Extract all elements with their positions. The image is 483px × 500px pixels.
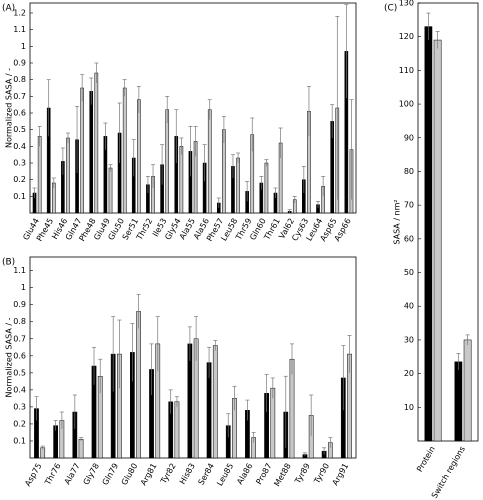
y-tick-label: 0.3 (13, 402, 26, 411)
plot-frame (29, 2, 357, 214)
plot-frame (29, 256, 357, 459)
x-tick-label: Arg91 (331, 462, 351, 487)
y-tick-label: 1 (21, 283, 26, 292)
y-tick-label: 40 (404, 302, 414, 311)
x-tick-label: Switch regions (430, 445, 467, 500)
x-tick-label: Leu85 (215, 462, 235, 488)
y-tick-label: 80 (404, 167, 414, 176)
x-tick-label: Ala86 (235, 462, 254, 486)
bar (136, 311, 141, 459)
x-tick-label: Tyr89 (293, 462, 312, 486)
bar (236, 157, 240, 214)
bar (264, 162, 269, 214)
panel-label: (B) (2, 258, 15, 268)
y-tick-label: 90 (404, 133, 414, 142)
y-tick-label: 0.4 (13, 142, 26, 151)
x-tick-label: Gln79 (101, 462, 121, 487)
x-tick-label: Met88 (272, 462, 292, 488)
bar (108, 167, 113, 214)
y-tick-label: 110 (399, 66, 414, 75)
y-tick-label: 0.6 (13, 351, 26, 360)
bar (212, 345, 218, 459)
x-tick-label: Glu80 (120, 462, 140, 487)
x-tick-label: Asp75 (23, 462, 43, 488)
y-tick-label: 0.3 (13, 159, 26, 168)
x-tick-label: Protein (415, 445, 437, 474)
y-tick-label: 70 (404, 201, 414, 210)
y-tick-label: 120 (399, 32, 414, 41)
x-tick-label: Arg81 (139, 462, 159, 487)
bar (270, 387, 276, 459)
y-tick-label: 0.6 (13, 109, 26, 118)
x-tick-label: Tyr82 (159, 462, 178, 486)
bar (463, 339, 472, 442)
x-tick-label: Ser84 (197, 462, 217, 487)
x-tick-label: His83 (178, 462, 197, 486)
y-tick-label: 130 (399, 0, 414, 8)
bar (179, 146, 184, 214)
y-tick-label: 0.8 (13, 75, 26, 84)
bar (66, 137, 70, 214)
x-tick-label: Tyr90 (312, 462, 331, 486)
bar (89, 91, 94, 214)
y-tick-label: 0.1 (13, 192, 26, 201)
y-tick-label: 0.5 (13, 125, 26, 134)
panel-label: (A) (2, 4, 15, 14)
y-tick-label: 0.8 (13, 317, 26, 326)
y-tick-label: 10 (404, 403, 414, 412)
x-tick-label: Pro87 (254, 462, 273, 486)
y-tick-label: 0.2 (13, 419, 26, 428)
bar (137, 99, 141, 214)
y-tick-label: 60 (404, 234, 414, 243)
bar (187, 343, 193, 459)
y-tick-label: 0.4 (13, 385, 26, 394)
x-tick-label: Ala77 (63, 462, 82, 486)
plot-frame (417, 2, 479, 442)
bar (80, 87, 84, 214)
y-tick-label: 20 (404, 369, 414, 378)
bar (165, 109, 170, 214)
y-tick-label: 0.9 (13, 59, 26, 68)
y-tick-label: 0.7 (13, 334, 26, 343)
y-tick-label: 0.5 (13, 368, 26, 377)
y-tick-label: 0.2 (13, 175, 26, 184)
y-tick-label: 1 (21, 42, 26, 51)
bar (94, 72, 99, 214)
y-tick-label: 0.7 (13, 92, 26, 101)
x-tick-label: Thr76 (43, 462, 63, 488)
bar (424, 26, 433, 442)
bar (37, 136, 42, 214)
y-tick-label: 0.1 (13, 436, 26, 445)
y-axis-label: Normalized SASA / - (5, 68, 14, 148)
y-axis-label: SASA / nm² (393, 199, 402, 244)
y-tick-label: 1.1 (13, 266, 26, 275)
y-tick-label: 0.9 (13, 300, 26, 309)
bar (78, 439, 84, 459)
panel-label: (C) (384, 4, 397, 14)
y-tick-label: 30 (404, 335, 414, 344)
bar (433, 39, 442, 442)
bar (207, 109, 212, 214)
y-tick-label: 1.1 (13, 25, 26, 34)
bar (174, 401, 180, 459)
bar (454, 361, 463, 442)
y-axis-label: Normalized SASA / - (5, 317, 14, 397)
y-tick-label: 1.2 (13, 9, 26, 18)
y-tick-label: 50 (404, 268, 414, 277)
bar (122, 87, 127, 214)
y-tick-label: 100 (399, 100, 414, 109)
x-tick-label: Gly78 (82, 462, 101, 487)
